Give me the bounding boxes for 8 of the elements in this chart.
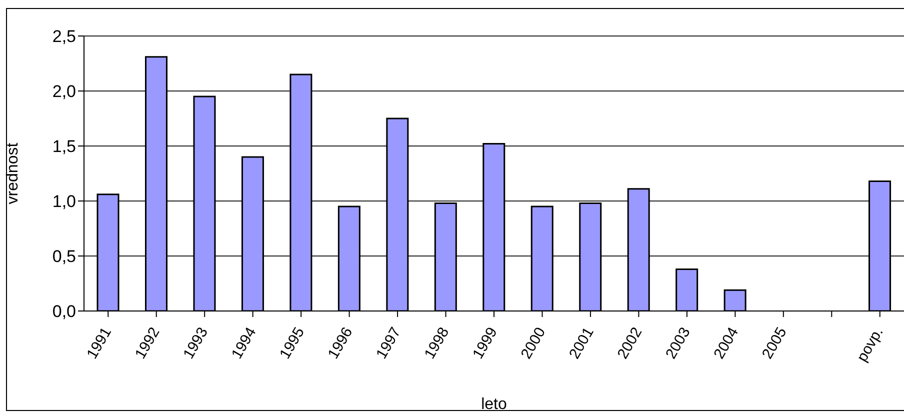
y-tick-label: 1,5	[52, 137, 76, 156]
x-axis-title: leto	[481, 396, 507, 413]
y-tick-label: 0,5	[52, 247, 76, 266]
y-axis-title: vrednost	[4, 142, 22, 204]
y-tick-label: 0,0	[52, 302, 76, 322]
y-tick-label: 2,5	[52, 27, 76, 46]
y-tick-label: 1,0	[52, 192, 76, 212]
y-tick-label: 2,0	[52, 82, 76, 102]
